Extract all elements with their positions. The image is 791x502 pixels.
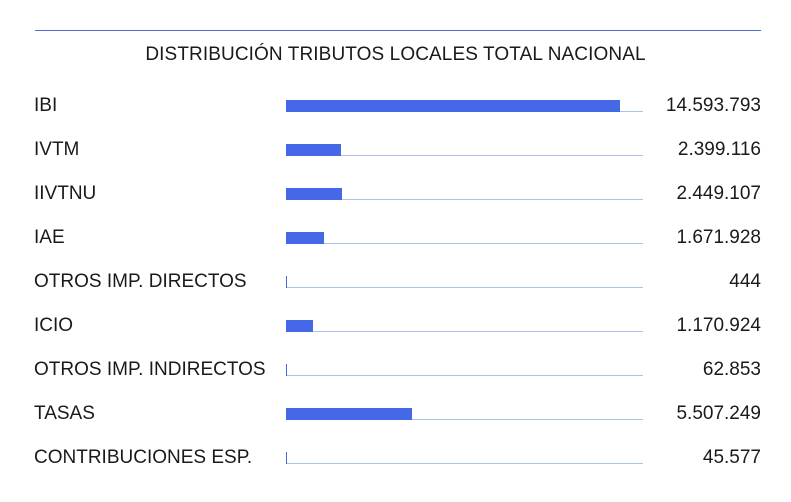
value-label: 5.507.249	[676, 403, 761, 424]
bar-track	[286, 155, 643, 156]
bar	[286, 452, 287, 464]
bar-row: TASAS 5.507.249	[0, 403, 791, 447]
value-label: 2.399.116	[677, 139, 761, 160]
value-label: 1.170.924	[676, 315, 761, 336]
value-label: 62.853	[702, 359, 761, 380]
bar-row: IBI 14.593.793	[0, 95, 791, 139]
category-label: IVTM	[34, 139, 80, 160]
bar-track	[286, 287, 643, 288]
bar	[286, 320, 313, 332]
top-divider	[35, 30, 761, 31]
bar	[286, 408, 412, 420]
bar-track	[286, 331, 643, 332]
value-label: 45.577	[702, 447, 761, 468]
category-label: OTROS IMP. DIRECTOS	[34, 271, 247, 292]
category-label: IIVTNU	[34, 183, 97, 204]
value-label: 444	[729, 271, 761, 292]
bar-row: OTROS IMP. DIRECTOS 444	[0, 271, 791, 315]
bar-row: IVTM 2.399.116	[0, 139, 791, 183]
chart-title: DISTRIBUCIÓN TRIBUTOS LOCALES TOTAL NACI…	[145, 44, 646, 65]
category-label: OTROS IMP. INDIRECTOS	[34, 359, 266, 380]
bar-track	[286, 463, 643, 464]
bar-row: IIVTNU 2.449.107	[0, 183, 791, 227]
bar	[286, 144, 341, 156]
bar-track	[286, 419, 643, 420]
bar-track	[286, 199, 643, 200]
category-label: ICIO	[34, 315, 74, 336]
bar	[286, 276, 287, 288]
bar-row: IAE 1.671.928	[0, 227, 791, 271]
bar-track	[286, 375, 643, 376]
bar	[286, 232, 324, 244]
bar-track	[286, 243, 643, 244]
value-label: 1.671.928	[676, 227, 761, 248]
bar-row: ICIO 1.170.924	[0, 315, 791, 359]
bar	[286, 100, 620, 112]
category-label: TASAS	[34, 403, 95, 424]
category-label: CONTRIBUCIONES ESP.	[34, 447, 253, 468]
category-label: IAE	[34, 227, 65, 248]
bar	[286, 188, 342, 200]
value-label: 2.449.107	[676, 183, 761, 204]
value-label: 14.593.793	[665, 95, 761, 116]
bar	[286, 364, 287, 376]
category-label: IBI	[34, 95, 58, 116]
bar-row: OTROS IMP. INDIRECTOS 62.853	[0, 359, 791, 403]
bar-row: CONTRIBUCIONES ESP. 45.577	[0, 447, 791, 491]
